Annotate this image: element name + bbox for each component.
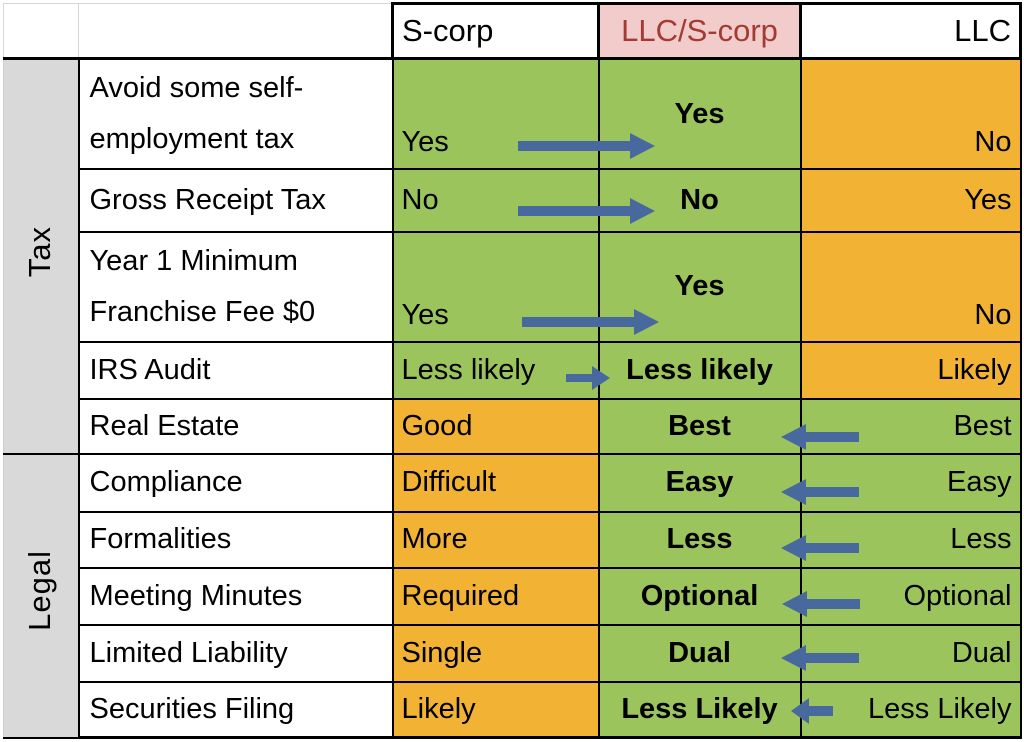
table-row: Tax Avoid some self- employment tax Yes …: [3, 57, 1022, 455]
cell-llc-s-corp: No: [597, 167, 802, 233]
cell-s-corp: No: [391, 167, 600, 233]
cell-llc-s-corp: Dual: [597, 623, 802, 683]
table-row: Real Estate Good Best Best: [4, 397, 1022, 455]
cell-llc: Optional: [799, 566, 1022, 626]
category-tax-label: Tax: [22, 226, 58, 278]
table-row: IRS Audit Less likely Less likely Likely: [4, 340, 1022, 400]
category-legal: Legal: [3, 452, 80, 739]
header-empty-cell: [78, 3, 393, 59]
table-row: Limited Liability Single Dual Dual: [4, 623, 1022, 683]
row-label: Compliance: [77, 452, 394, 513]
row-label: IRS Audit: [77, 340, 394, 400]
table-row: Formalities More Less Less: [4, 510, 1022, 569]
cell-llc-s-corp: Yes: [597, 230, 802, 343]
table-row: Meeting Minutes Required Optional Option…: [4, 566, 1022, 626]
category-tax: Tax: [3, 57, 80, 455]
cell-llc: No: [799, 57, 1022, 170]
cell-s-corp: Likely: [391, 680, 600, 739]
row-label: Securities Filing: [77, 680, 394, 739]
cell-llc: Easy: [799, 452, 1022, 513]
row-label: Formalities: [77, 510, 394, 569]
cell-llc: Yes: [799, 167, 1022, 233]
table-row: Gross Receipt Tax No No Yes: [4, 167, 1022, 233]
cell-llc: No: [799, 230, 1022, 343]
cell-llc: Dual: [799, 623, 1022, 683]
row-label: Year 1 Minimum Franchise Fee $0: [77, 230, 394, 343]
cell-llc: Best: [799, 397, 1022, 455]
cell-s-corp: More: [391, 510, 600, 569]
cell-s-corp: Single: [391, 623, 600, 683]
table-row: Legal Compliance Difficult Easy Easy: [3, 452, 1022, 739]
cell-s-corp: Required: [391, 566, 600, 626]
cell-s-corp: Yes: [391, 230, 600, 343]
table-row: Year 1 Minimum Franchise Fee $0 Yes Yes …: [4, 230, 1022, 343]
row-label: Meeting Minutes: [77, 566, 394, 626]
cell-llc-s-corp: Best: [597, 397, 802, 455]
cell-s-corp: Yes: [391, 57, 600, 170]
row-label: Gross Receipt Tax: [77, 167, 394, 233]
cell-s-corp: Less likely: [391, 340, 600, 400]
cell-llc-s-corp: Optional: [597, 566, 802, 626]
cell-s-corp: Good: [391, 397, 600, 455]
row-label: Avoid some self- employment tax: [77, 57, 394, 170]
table-row: Securities Filing Likely Less Likely Les…: [4, 680, 1022, 739]
cell-llc-s-corp: Less likely: [597, 340, 802, 400]
cell-llc-s-corp: Easy: [597, 452, 802, 513]
cell-llc-s-corp: Less Likely: [597, 680, 802, 739]
column-header-llc-s-corp: LLC/S-corp: [597, 2, 802, 60]
cell-s-corp: Difficult: [391, 452, 600, 513]
cell-llc: Less Likely: [799, 680, 1022, 739]
column-header-llc: LLC: [799, 2, 1022, 60]
entity-comparison-table: S-corp LLC/S-corp LLC Tax Avoid some sel…: [3, 2, 1022, 739]
cell-llc: Less: [799, 510, 1022, 569]
row-label: Real Estate: [77, 397, 394, 455]
header-row: S-corp LLC/S-corp LLC: [3, 2, 1022, 60]
category-legal-label: Legal: [22, 550, 58, 632]
cell-llc: Likely: [799, 340, 1022, 400]
cell-llc-s-corp: Less: [597, 510, 802, 569]
cell-llc-s-corp: Yes: [597, 57, 802, 170]
column-header-s-corp: S-corp: [391, 2, 600, 60]
row-label: Limited Liability: [77, 623, 394, 683]
header-empty-cell: [3, 3, 79, 59]
